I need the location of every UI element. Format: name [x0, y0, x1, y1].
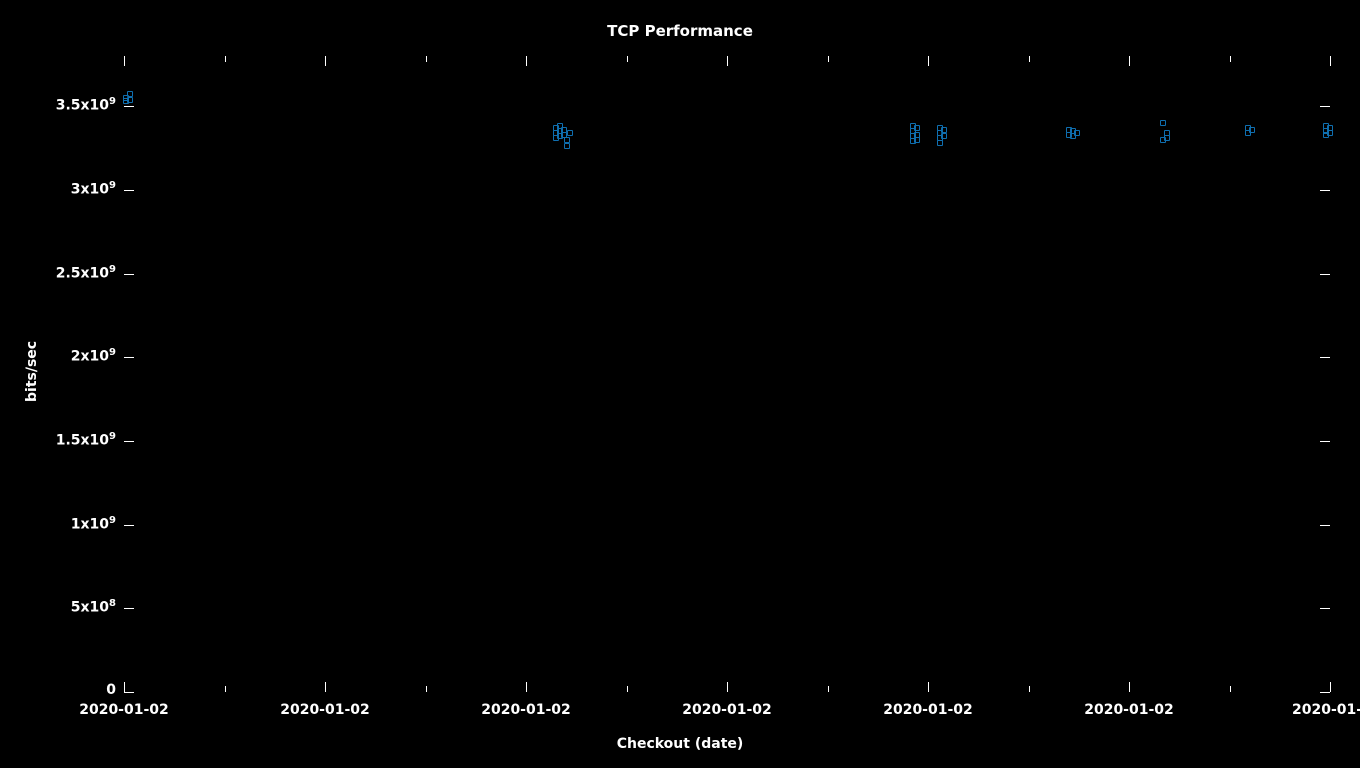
data-point	[1160, 120, 1166, 126]
y-tick	[124, 274, 134, 275]
x-minor-tick	[828, 56, 829, 62]
y-tick-label: 1.5x109	[56, 431, 116, 449]
x-tick	[928, 56, 929, 66]
y-tick-right	[1320, 106, 1330, 107]
x-minor-tick	[1029, 686, 1030, 692]
x-tick	[526, 682, 527, 692]
y-tick-right	[1320, 274, 1330, 275]
data-point	[914, 125, 920, 131]
y-tick-label: 0	[106, 682, 116, 698]
x-tick	[1129, 56, 1130, 66]
y-tick-label: 3x109	[71, 180, 116, 198]
data-point	[1074, 130, 1080, 136]
y-tick-label: 1x109	[71, 515, 116, 533]
y-tick-right	[1320, 441, 1330, 442]
data-point	[127, 97, 133, 103]
x-tick	[1330, 682, 1331, 692]
x-minor-tick	[225, 56, 226, 62]
y-tick-right	[1320, 525, 1330, 526]
y-tick	[124, 441, 134, 442]
data-point	[564, 137, 570, 143]
y-tick	[124, 106, 134, 107]
x-tick	[928, 682, 929, 692]
x-tick	[325, 682, 326, 692]
chart-title: TCP Performance	[0, 22, 1360, 40]
x-minor-tick	[1230, 56, 1231, 62]
data-point	[941, 133, 947, 139]
x-tick-label: 2020-01-02	[878, 702, 978, 718]
y-axis-label: bits/sec	[24, 341, 40, 402]
y-tick-right	[1320, 190, 1330, 191]
tcp-performance-chart: TCP Performance bits/sec Checkout (date)…	[0, 0, 1360, 768]
data-point	[1164, 135, 1170, 141]
x-tick-label: 2020-01-02	[476, 702, 576, 718]
data-point	[1249, 127, 1255, 133]
x-tick	[727, 56, 728, 66]
x-minor-tick	[627, 686, 628, 692]
data-point	[914, 137, 920, 143]
x-tick-label: 2020-01-02	[677, 702, 777, 718]
y-tick	[124, 357, 134, 358]
x-tick-label: 2020-01-02	[275, 702, 375, 718]
y-tick-label: 3.5x109	[56, 96, 116, 114]
y-tick	[124, 608, 134, 609]
y-tick-label: 2x109	[71, 347, 116, 365]
data-point	[941, 127, 947, 133]
y-tick-right	[1320, 608, 1330, 609]
data-point	[564, 143, 570, 149]
x-minor-tick	[225, 686, 226, 692]
x-minor-tick	[627, 56, 628, 62]
data-point	[1327, 130, 1333, 136]
y-tick-right	[1320, 692, 1330, 693]
x-tick	[1330, 56, 1331, 66]
x-minor-tick	[828, 686, 829, 692]
x-minor-tick	[1029, 56, 1030, 62]
y-tick	[124, 692, 134, 693]
y-tick	[124, 190, 134, 191]
x-minor-tick	[1230, 686, 1231, 692]
x-minor-tick	[426, 56, 427, 62]
y-tick-right	[1320, 357, 1330, 358]
x-tick	[124, 56, 125, 66]
x-tick-label: 2020-01-0	[1292, 702, 1360, 718]
x-tick	[124, 682, 125, 692]
data-point	[937, 140, 943, 146]
x-axis-label: Checkout (date)	[0, 736, 1360, 752]
y-tick-label: 2.5x109	[56, 264, 116, 282]
x-minor-tick	[426, 686, 427, 692]
x-tick	[325, 56, 326, 66]
x-tick	[727, 682, 728, 692]
y-tick	[124, 525, 134, 526]
x-tick-label: 2020-01-02	[74, 702, 174, 718]
data-point	[567, 130, 573, 136]
y-tick-label: 5x108	[71, 598, 116, 616]
x-tick-label: 2020-01-02	[1079, 702, 1179, 718]
x-tick	[526, 56, 527, 66]
x-tick	[1129, 682, 1130, 692]
